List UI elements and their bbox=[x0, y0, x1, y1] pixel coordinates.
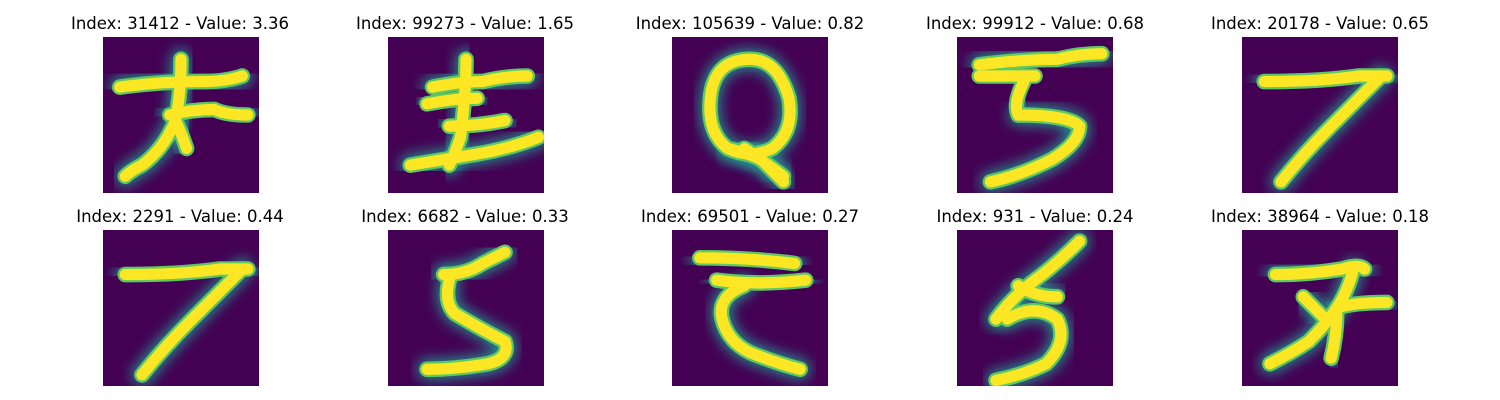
digit-panel: Index: 69501 - Value: 0.27 bbox=[641, 207, 859, 386]
panel-title: Index: 20178 - Value: 0.65 bbox=[1211, 14, 1429, 33]
digit-panel: Index: 931 - Value: 0.24 bbox=[936, 207, 1133, 386]
glyph-stroke bbox=[1264, 76, 1387, 82]
panel-title: Index: 931 - Value: 0.24 bbox=[936, 207, 1133, 226]
glyph-stroke bbox=[1337, 302, 1387, 308]
digit-panel: Index: 6682 - Value: 0.33 bbox=[361, 207, 569, 386]
panel-title: Index: 2291 - Value: 0.44 bbox=[76, 207, 284, 226]
digit-panel: Index: 20178 - Value: 0.65 bbox=[1211, 14, 1429, 193]
glyph-stroke bbox=[125, 269, 248, 275]
panel-title: Index: 69501 - Value: 0.27 bbox=[641, 207, 859, 226]
panel-title: Index: 6682 - Value: 0.33 bbox=[361, 207, 569, 226]
digit-panel: Index: 105639 - Value: 0.82 bbox=[636, 14, 865, 193]
digit-panel: Index: 99273 - Value: 1.65 bbox=[356, 14, 574, 193]
digit-panel: Index: 2291 - Value: 0.44 bbox=[76, 207, 284, 386]
panel-title: Index: 38964 - Value: 0.18 bbox=[1211, 207, 1429, 226]
panels-layer: Index: 31412 - Value: 3.36 Index: 99273 -… bbox=[71, 14, 1429, 386]
glyph-stroke bbox=[1331, 314, 1337, 359]
digit-panel: Index: 31412 - Value: 3.36 bbox=[71, 14, 289, 193]
digit-panel: Index: 99912 - Value: 0.68 bbox=[926, 14, 1144, 193]
image-background bbox=[103, 230, 259, 386]
glyph-stroke bbox=[449, 121, 505, 127]
panel-title: Index: 31412 - Value: 3.36 bbox=[71, 14, 289, 33]
digit-panel: Index: 38964 - Value: 0.18 bbox=[1211, 207, 1429, 386]
panel-title: Index: 99912 - Value: 0.68 bbox=[926, 14, 1144, 33]
image-background bbox=[1242, 37, 1398, 193]
glyph-stroke bbox=[170, 109, 248, 115]
glyph-stroke bbox=[700, 258, 795, 264]
panel-title: Index: 105639 - Value: 0.82 bbox=[636, 14, 865, 33]
glyph-stroke bbox=[427, 98, 477, 104]
panel-title: Index: 99273 - Value: 1.65 bbox=[356, 14, 574, 33]
glyph-stroke bbox=[717, 280, 806, 283]
